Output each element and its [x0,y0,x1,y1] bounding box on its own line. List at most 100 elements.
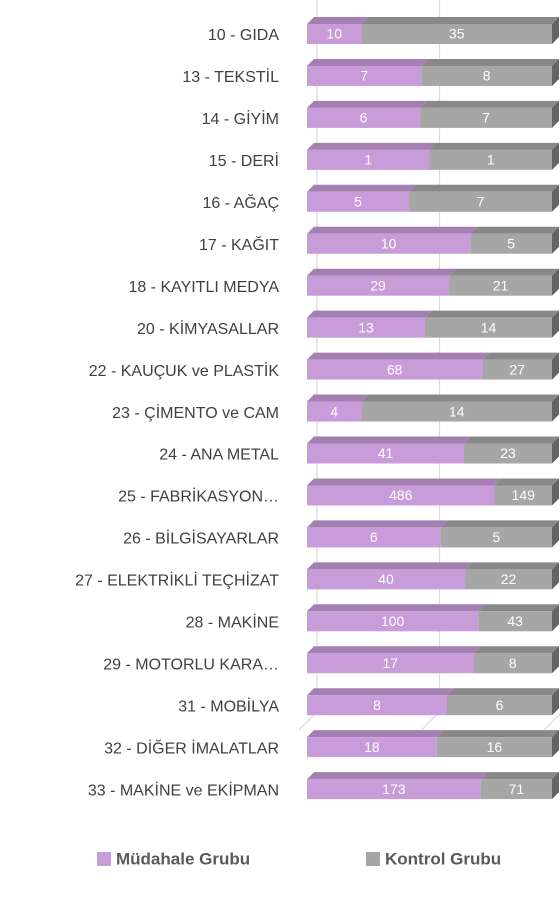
bar-front [307,779,481,800]
bar-top [307,688,454,696]
category-label: 25 - FABRİKASYON… [118,487,279,506]
bar-front [478,611,552,632]
bar-segment [307,352,490,380]
data-label: 10 [326,26,342,42]
bar-segment [307,562,473,590]
bar-front [436,737,552,758]
bar-front [421,65,552,86]
bar-segment [307,184,417,212]
bar-top [482,352,559,360]
data-label: 5 [354,194,362,210]
bar-segment [307,17,369,44]
bar-segment [307,646,481,674]
bar-segment [421,58,559,86]
bar-front [307,653,474,674]
bar-front [307,149,430,170]
bar-top [429,142,559,150]
bar-top [361,394,559,402]
bar-side [552,646,559,674]
bar-side [552,268,559,296]
data-label: 1 [487,152,495,168]
bar-side [552,226,559,254]
bar-front [447,695,552,716]
category-label: 22 - KAUÇUK ve PLASTİK [89,361,280,380]
category-label: 24 - ANA METAL [159,447,279,464]
category-label: 29 - MOTORLU KARA… [103,656,279,673]
category-label: 28 - MAKİNE [186,613,279,632]
category-label: 33 - MAKİNE ve EKİPMAN [88,780,279,799]
bar-top [421,58,559,66]
bar-front [307,401,362,422]
data-label: 6 [496,697,504,713]
bar-top [424,310,559,318]
data-label: 17 [383,655,399,671]
data-label: 14 [449,403,465,419]
data-label: 486 [389,487,413,503]
bar-front [307,695,447,716]
bar-segment [424,310,559,338]
bar-segment [307,772,488,800]
bar-side [552,394,559,422]
bar-segment [463,436,559,464]
bar-segment [307,520,448,548]
data-label: 5 [507,235,515,251]
bar-segment [436,730,559,758]
bar-top [307,730,444,738]
bar-front [307,527,441,548]
data-label: 21 [493,277,509,293]
bar-front [480,779,552,800]
category-label: 32 - DİĞER İMALATLAR [104,738,279,757]
bar-segment [307,142,437,170]
bar-top [307,520,448,528]
category-label: 17 - KAĞIT [199,235,279,254]
category-label: 26 - BİLGİSAYARLAR [123,529,279,548]
bar-top [307,562,473,570]
bar-side [552,604,559,632]
bar-front [494,485,552,506]
bar-top [473,646,559,654]
bar-side [552,520,559,548]
bar-side [552,17,559,44]
bar-side [552,688,559,716]
data-label: 40 [378,571,394,587]
bar-front [307,359,483,380]
bars: 10 - GIDA 10 35 13 - TEKSTİL 7 8 14 - GİYİM 6 7… [75,17,559,799]
data-label: 68 [387,361,403,377]
bar-top [447,688,559,696]
bar-top [307,352,490,360]
bar-segment [473,646,559,674]
bar-segment [447,688,559,716]
bar-front [361,24,552,44]
bar-front [307,737,437,758]
bar-segment [307,436,471,464]
data-label: 7 [477,194,485,210]
category-label: 18 - KAYITLI MEDYA [128,279,279,296]
data-label: 1 [364,152,372,168]
bar-top [480,772,559,780]
bar-segment [307,688,454,716]
data-label: 14 [481,319,497,335]
bar-front [420,107,552,128]
data-label: 23 [500,445,516,461]
data-label: 27 [509,361,525,377]
data-label: 6 [370,529,378,545]
bar-top [307,268,457,276]
bar-front [473,653,552,674]
bar-front [307,233,471,254]
legend-label: Müdahale Grubu [116,849,250,868]
bar-segment [465,562,559,590]
data-label: 8 [509,655,517,671]
bar-top [307,604,486,612]
bar-front [307,443,464,464]
category-label: 16 - AĞAÇ [203,193,279,212]
bar-top [463,436,559,444]
legend-swatch [366,852,380,866]
bar-segment [307,226,478,254]
bar-top [436,730,559,738]
bar-segment [307,730,444,758]
category-label: 31 - MOBİLYA [178,696,279,715]
bar-front [307,485,495,506]
bar-side [552,436,559,464]
bar-front [449,275,552,296]
data-label: 149 [512,487,536,503]
